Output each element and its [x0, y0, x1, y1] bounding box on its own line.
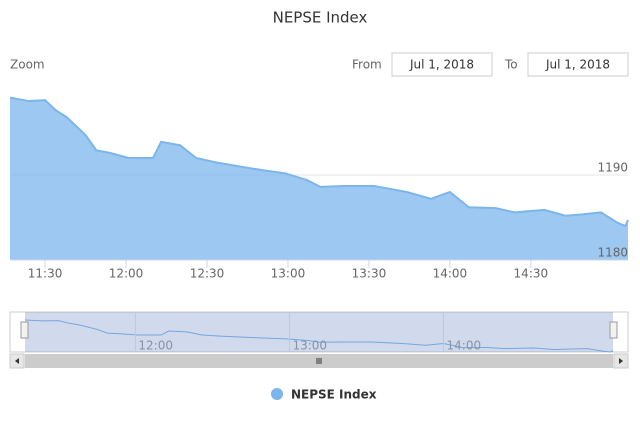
y-tick-label: 1180	[597, 246, 628, 260]
to-label: To	[504, 58, 518, 72]
navigator-line	[24, 319, 614, 353]
x-tick-label: 14:30	[514, 267, 549, 281]
from-date[interactable]: Jul 1, 2018	[409, 58, 474, 72]
area	[10, 97, 628, 261]
navigator-tick-label: 13:00	[292, 339, 327, 353]
x-tick-label: 13:00	[271, 267, 306, 281]
legend-label[interactable]: NEPSE Index	[291, 388, 377, 402]
navigator-tick-label: 12:00	[138, 339, 173, 353]
x-tick-label: 12:30	[190, 267, 225, 281]
arrow	[619, 358, 623, 364]
navigator-mask[interactable]	[25, 312, 613, 352]
x-tick-label: 11:30	[28, 267, 63, 281]
line	[9, 96, 629, 228]
to-input[interactable]	[527, 52, 629, 77]
x-tick-label: 14:00	[433, 267, 468, 281]
arrow	[15, 358, 19, 364]
navigator-frame	[9, 311, 629, 353]
from-label: From	[352, 58, 382, 72]
x-tick-label: 13:30	[352, 267, 387, 281]
chart-title: NEPSE Index	[273, 9, 368, 27]
navigator-tick-label: 14:00	[447, 339, 482, 353]
navigator-handle[interactable]	[20, 321, 29, 339]
legend-symbol[interactable]	[271, 388, 283, 400]
navigator-handle[interactable]	[609, 321, 618, 339]
zoom-label: Zoom	[10, 58, 45, 72]
from-input[interactable]	[391, 52, 493, 77]
scrollbar-grip	[316, 358, 322, 364]
to-date[interactable]: Jul 1, 2018	[545, 58, 610, 72]
y-tick-label: 1190	[597, 161, 628, 175]
x-tick-label: 12:00	[109, 267, 144, 281]
